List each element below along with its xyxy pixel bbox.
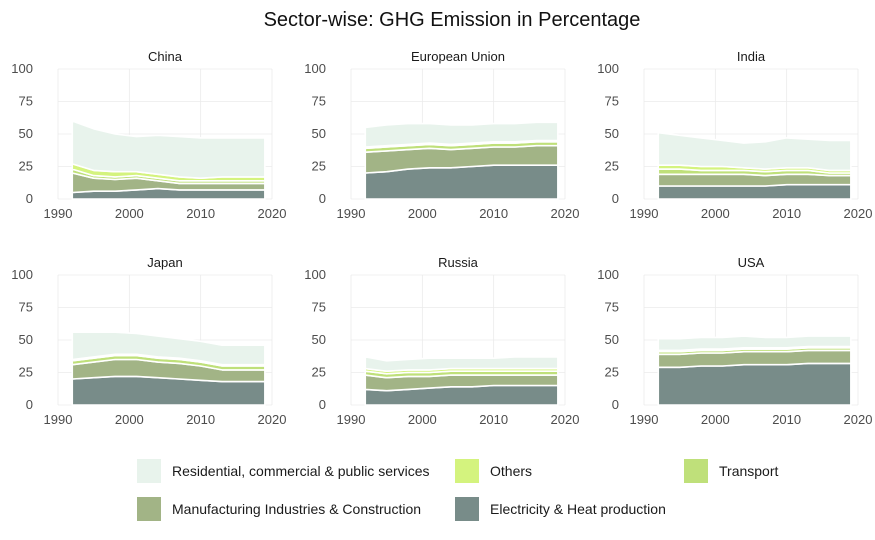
facet-label-russia: Russia <box>438 255 479 270</box>
y-tick-label: 50 <box>19 126 33 141</box>
facet-label-usa: USA <box>738 255 765 270</box>
x-tick-label: 2010 <box>772 206 801 221</box>
legend-label-others: Others <box>490 463 532 479</box>
area-india-manufacturing <box>657 173 852 187</box>
y-tick-label: 0 <box>612 191 619 206</box>
y-tick-label: 75 <box>605 300 619 315</box>
x-tick-label: 2010 <box>479 412 508 427</box>
y-tick-label: 25 <box>19 365 33 380</box>
area-usa-electricity <box>657 362 852 406</box>
x-tick-label: 2020 <box>258 412 287 427</box>
legend-label-manufacturing: Manufacturing Industries & Construction <box>172 501 421 517</box>
y-tick-label: 50 <box>312 126 326 141</box>
legend-item-manufacturing: Manufacturing Industries & Construction <box>137 497 421 521</box>
x-tick-label: 2000 <box>701 206 730 221</box>
y-tick-label: 50 <box>312 332 326 347</box>
x-tick-label: 2010 <box>772 412 801 427</box>
legend-swatch-residential <box>137 459 161 483</box>
y-tick-label: 75 <box>19 94 33 109</box>
area-india-residential <box>657 131 852 172</box>
x-tick-label: 2000 <box>701 412 730 427</box>
y-tick-label: 100 <box>597 267 619 282</box>
x-tick-label: 2020 <box>258 206 287 221</box>
x-tick-label: 2020 <box>844 206 873 221</box>
y-tick-label: 25 <box>312 365 326 380</box>
area-usa-residential <box>657 335 852 352</box>
y-tick-label: 0 <box>319 191 326 206</box>
x-tick-label: 2020 <box>844 412 873 427</box>
legend-item-residential: Residential, commercial & public service… <box>137 459 430 483</box>
area-european-union-residential <box>364 121 559 148</box>
x-tick-label: 1990 <box>337 206 366 221</box>
y-tick-label: 0 <box>319 397 326 412</box>
facet-label-european-union: European Union <box>411 49 505 64</box>
legend: Residential, commercial & public service… <box>137 459 779 521</box>
facet-label-china: China <box>148 49 183 64</box>
x-tick-label: 1990 <box>630 412 659 427</box>
y-tick-label: 0 <box>612 397 619 412</box>
x-tick-label: 2000 <box>115 412 144 427</box>
y-tick-label: 100 <box>304 61 326 76</box>
facet-european-union: European Union 0 25 50 75 100 1990 2000 2010 2020 <box>304 49 579 221</box>
x-tick-label: 1990 <box>44 412 73 427</box>
legend-label-transport: Transport <box>719 463 779 479</box>
legend-swatch-transport <box>684 459 708 483</box>
y-tick-label: 25 <box>19 159 33 174</box>
y-tick-label: 25 <box>312 159 326 174</box>
legend-label-electricity: Electricity & Heat production <box>490 501 666 517</box>
legend-swatch-electricity <box>455 497 479 521</box>
y-tick-label: 100 <box>11 267 33 282</box>
y-tick-label: 75 <box>19 300 33 315</box>
facet-india: India 0 25 50 75 100 1990 2000 2010 2020 <box>597 49 872 221</box>
y-tick-label: 50 <box>605 332 619 347</box>
facet-label-japan: Japan <box>147 255 182 270</box>
facet-russia: Russia 0 25 50 75 100 1990 2000 2010 2020 <box>304 255 579 427</box>
chart-title: Sector-wise: GHG Emission in Percentage <box>264 9 641 31</box>
x-tick-label: 1990 <box>44 206 73 221</box>
y-tick-label: 100 <box>597 61 619 76</box>
facet-china: China 0 25 50 75 100 1990 2000 2010 2020 <box>11 49 286 221</box>
legend-label-residential: Residential, commercial & public service… <box>172 463 430 479</box>
x-tick-label: 2010 <box>186 412 215 427</box>
x-tick-label: 2020 <box>551 412 580 427</box>
y-tick-label: 50 <box>19 332 33 347</box>
legend-item-electricity: Electricity & Heat production <box>455 497 666 521</box>
area-china-residential <box>71 120 266 179</box>
x-tick-label: 2000 <box>115 206 144 221</box>
area-russia-residential <box>364 356 559 372</box>
facet-japan: Japan 0 25 50 75 100 1990 2000 2010 2020 <box>11 255 286 427</box>
y-tick-label: 0 <box>26 397 33 412</box>
y-tick-label: 75 <box>312 300 326 315</box>
x-tick-label: 2000 <box>408 412 437 427</box>
y-tick-label: 25 <box>605 159 619 174</box>
x-tick-label: 2000 <box>408 206 437 221</box>
facet-label-india: India <box>737 49 766 64</box>
y-tick-label: 25 <box>605 365 619 380</box>
y-tick-label: 100 <box>11 61 33 76</box>
y-tick-label: 0 <box>26 191 33 206</box>
y-tick-label: 75 <box>312 94 326 109</box>
y-tick-label: 75 <box>605 94 619 109</box>
legend-swatch-manufacturing <box>137 497 161 521</box>
x-tick-label: 2020 <box>551 206 580 221</box>
facet-usa: USA 0 25 50 75 100 1990 2000 2010 2020 <box>597 255 872 427</box>
x-tick-label: 2010 <box>186 206 215 221</box>
legend-item-others: Others <box>455 459 532 483</box>
y-tick-label: 50 <box>605 126 619 141</box>
x-tick-label: 2010 <box>479 206 508 221</box>
x-tick-label: 1990 <box>630 206 659 221</box>
legend-item-transport: Transport <box>684 459 779 483</box>
legend-swatch-others <box>455 459 479 483</box>
y-tick-label: 100 <box>304 267 326 282</box>
area-india-electricity <box>657 183 852 200</box>
area-japan-residential <box>71 331 266 366</box>
x-tick-label: 1990 <box>337 412 366 427</box>
